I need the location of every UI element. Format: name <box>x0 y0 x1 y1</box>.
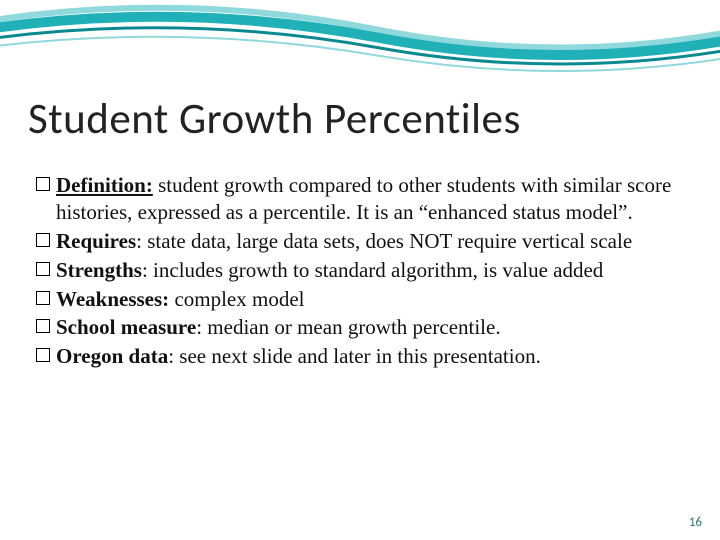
square-bullet-icon <box>36 262 50 276</box>
bullet-label: Definition: <box>56 173 153 197</box>
square-bullet-icon <box>36 291 50 305</box>
header-swoosh <box>0 0 720 90</box>
slide-title: Student Growth Percentiles <box>28 92 521 145</box>
square-bullet-icon <box>36 177 50 191</box>
bullet-text: : see next slide and later in this prese… <box>168 344 541 368</box>
slide-body: Definition: student growth compared to o… <box>36 172 686 372</box>
bullet-label: Requires <box>56 229 136 253</box>
page-number: 16 <box>689 515 702 530</box>
square-bullet-icon <box>36 233 50 247</box>
bullet-item: School measure: median or mean growth pe… <box>36 314 686 341</box>
bullet-item: Strengths: includes growth to standard a… <box>36 257 686 284</box>
bullet-item: Oregon data: see next slide and later in… <box>36 343 686 370</box>
bullet-text: : median or mean growth percentile. <box>196 315 500 339</box>
bullet-item: Requires: state data, large data sets, d… <box>36 228 686 255</box>
square-bullet-icon <box>36 348 50 362</box>
bullet-label: Weaknesses: <box>56 287 169 311</box>
bullet-label: Oregon data <box>56 344 168 368</box>
bullet-text: complex model <box>169 287 304 311</box>
bullet-item: Definition: student growth compared to o… <box>36 172 686 226</box>
bullet-label: Strengths <box>56 258 142 282</box>
bullet-text: : state data, large data sets, does NOT … <box>136 229 632 253</box>
bullet-item: Weaknesses: complex model <box>36 286 686 313</box>
bullet-label: School measure <box>56 315 196 339</box>
bullet-text: : includes growth to standard algorithm,… <box>142 258 603 282</box>
square-bullet-icon <box>36 319 50 333</box>
